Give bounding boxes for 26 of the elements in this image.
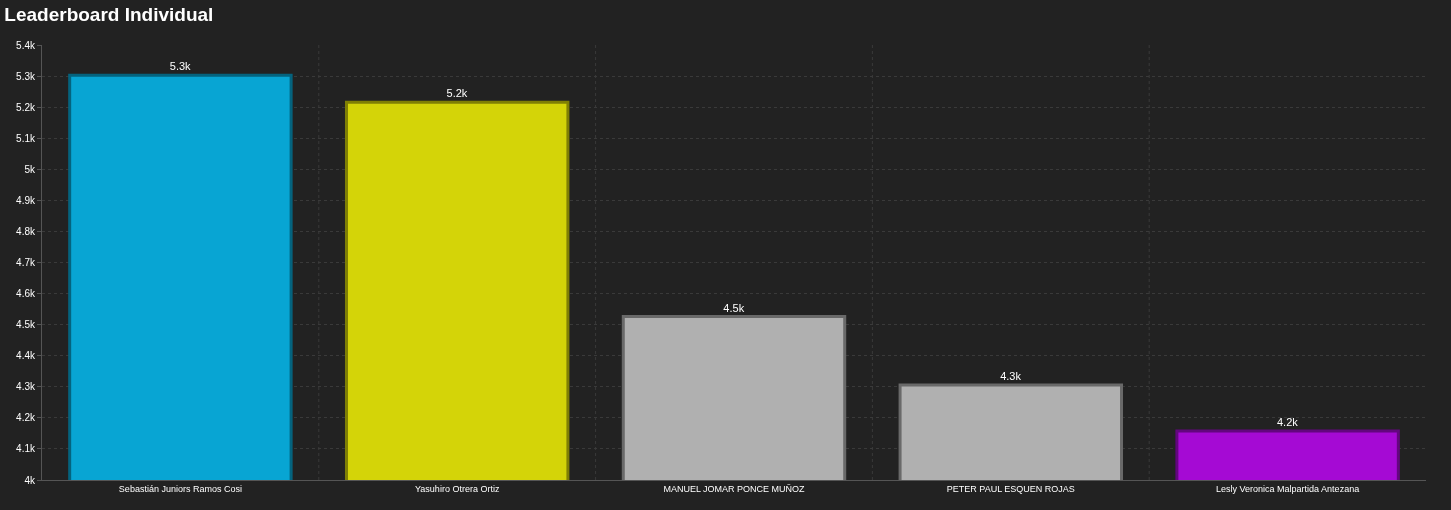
y-tick-label: 4.6k [16,288,36,300]
data-label: 4.2k [1276,415,1299,428]
x-tick-label: Sebastián Juniors Ramos Cosi [118,483,242,494]
y-tick-label: 5k [24,163,36,175]
x-tick-label: Lesly Veronica Malpartida Antezana [1216,483,1360,494]
data-label: 4.5k [723,301,745,314]
x-tick-label: Yasuhiro Otrera Ortiz [415,483,500,494]
chart-title: Leaderboard Individual [4,3,214,25]
y-tick-label: 4k [24,474,36,486]
y-tick-label: 4.9k [16,194,36,206]
y-tick-label: 5.1k [16,132,36,144]
y-tick-label: 4.8k [16,225,36,237]
y-tick-label: 5.4k [16,39,36,51]
y-tick-label: 4.4k [16,350,36,362]
data-label: 4.3k [1000,369,1022,382]
y-tick-label: 4.3k [16,381,36,393]
y-tick-label: 5.2k [16,101,36,113]
y-tick-label: 5.3k [16,70,36,82]
data-label: 5.3k [169,60,192,73]
data-label: 5.2k [446,87,468,100]
x-tick-label: PETER PAUL ESQUEN ROJAS [946,483,1075,494]
y-tick-label: 4.5k [16,319,36,331]
y-tick-label: 4.2k [16,412,36,424]
y-tick-label: 4.7k [16,257,36,268]
x-tick-label: MANUEL JOMAR PONCE MUÑOZ [663,483,806,494]
y-tick-label: 4.1k [16,443,36,455]
